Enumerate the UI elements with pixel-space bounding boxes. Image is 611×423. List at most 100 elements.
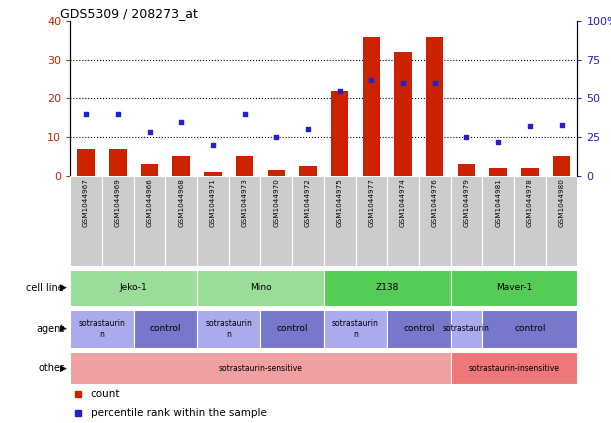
Bar bbox=[70, 352, 450, 384]
Text: control: control bbox=[276, 324, 308, 333]
Bar bbox=[134, 176, 166, 266]
Text: percentile rank within the sample: percentile rank within the sample bbox=[90, 409, 266, 418]
Bar bbox=[229, 176, 260, 266]
Text: Z138: Z138 bbox=[376, 283, 399, 292]
Bar bbox=[489, 168, 507, 176]
Bar bbox=[260, 176, 292, 266]
Text: ▶: ▶ bbox=[60, 363, 67, 373]
Bar bbox=[70, 176, 102, 266]
Bar bbox=[387, 176, 419, 266]
Point bbox=[430, 80, 440, 86]
Bar bbox=[451, 310, 482, 348]
Text: GSM1044978: GSM1044978 bbox=[527, 178, 533, 227]
Bar bbox=[521, 168, 538, 176]
Point bbox=[271, 134, 281, 140]
Point bbox=[557, 121, 566, 128]
Bar bbox=[324, 310, 387, 348]
Bar bbox=[134, 310, 197, 348]
Text: ▶: ▶ bbox=[60, 283, 67, 292]
Text: count: count bbox=[90, 390, 120, 399]
Bar bbox=[166, 176, 197, 266]
Text: GSM1044974: GSM1044974 bbox=[400, 178, 406, 227]
Point bbox=[367, 77, 376, 83]
Point bbox=[493, 138, 503, 145]
Bar bbox=[331, 91, 348, 176]
Bar bbox=[109, 148, 126, 176]
Point bbox=[525, 123, 535, 129]
Point bbox=[398, 80, 408, 86]
Point bbox=[145, 129, 155, 136]
Bar bbox=[260, 310, 324, 348]
Text: sotrastaurin
n: sotrastaurin n bbox=[79, 319, 125, 338]
Text: other: other bbox=[38, 363, 64, 373]
Text: GSM1044966: GSM1044966 bbox=[147, 178, 153, 227]
Text: GSM1044967: GSM1044967 bbox=[83, 178, 89, 227]
Bar bbox=[458, 164, 475, 176]
Text: control: control bbox=[150, 324, 181, 333]
Text: cell line: cell line bbox=[26, 283, 64, 293]
Text: GSM1044968: GSM1044968 bbox=[178, 178, 184, 227]
Text: sotrastaurin
n: sotrastaurin n bbox=[332, 319, 379, 338]
Bar bbox=[356, 176, 387, 266]
Point bbox=[208, 141, 218, 148]
Text: Maver-1: Maver-1 bbox=[496, 283, 532, 292]
Bar bbox=[387, 310, 451, 348]
Text: Jeko-1: Jeko-1 bbox=[120, 283, 147, 292]
Bar bbox=[363, 37, 380, 176]
Text: GSM1044971: GSM1044971 bbox=[210, 178, 216, 227]
Text: GSM1044981: GSM1044981 bbox=[495, 178, 501, 227]
Point bbox=[113, 110, 123, 117]
Text: Mino: Mino bbox=[250, 283, 271, 292]
Bar bbox=[268, 170, 285, 176]
Text: GSM1044977: GSM1044977 bbox=[368, 178, 375, 227]
Text: agent: agent bbox=[36, 324, 64, 334]
Text: GSM1044973: GSM1044973 bbox=[241, 178, 247, 227]
Point bbox=[177, 118, 186, 125]
Text: sotrastaurin
n: sotrastaurin n bbox=[205, 319, 252, 338]
Bar bbox=[299, 166, 316, 176]
Bar bbox=[482, 310, 577, 348]
Bar bbox=[419, 176, 451, 266]
Bar bbox=[324, 270, 450, 305]
Bar bbox=[172, 156, 190, 176]
Bar bbox=[236, 156, 254, 176]
Bar bbox=[70, 310, 134, 348]
Point bbox=[81, 110, 91, 117]
Bar bbox=[426, 37, 444, 176]
Bar bbox=[204, 172, 222, 176]
Text: ▶: ▶ bbox=[60, 324, 67, 333]
Text: GSM1044972: GSM1044972 bbox=[305, 178, 311, 227]
Bar bbox=[394, 52, 412, 176]
Point bbox=[240, 110, 249, 117]
Bar bbox=[292, 176, 324, 266]
Point bbox=[303, 126, 313, 133]
Bar bbox=[546, 176, 577, 266]
Bar bbox=[514, 176, 546, 266]
Bar bbox=[451, 352, 577, 384]
Text: GSM1044970: GSM1044970 bbox=[273, 178, 279, 227]
Text: control: control bbox=[403, 324, 434, 333]
Bar bbox=[482, 176, 514, 266]
Text: GSM1044980: GSM1044980 bbox=[558, 178, 565, 227]
Bar bbox=[197, 310, 260, 348]
Text: GDS5309 / 208273_at: GDS5309 / 208273_at bbox=[60, 7, 198, 20]
Bar bbox=[78, 148, 95, 176]
Text: sotrastaurin: sotrastaurin bbox=[443, 324, 490, 333]
Bar bbox=[451, 270, 577, 305]
Text: control: control bbox=[514, 324, 546, 333]
Text: GSM1044976: GSM1044976 bbox=[432, 178, 437, 227]
Text: GSM1044975: GSM1044975 bbox=[337, 178, 343, 227]
Bar bbox=[324, 176, 356, 266]
Bar bbox=[553, 156, 570, 176]
Bar bbox=[141, 164, 158, 176]
Bar bbox=[102, 176, 134, 266]
Text: GSM1044969: GSM1044969 bbox=[115, 178, 121, 227]
Bar bbox=[70, 270, 197, 305]
Text: sotrastaurin-sensitive: sotrastaurin-sensitive bbox=[219, 363, 302, 373]
Bar bbox=[197, 176, 229, 266]
Point bbox=[335, 87, 345, 94]
Bar bbox=[451, 176, 482, 266]
Point bbox=[461, 134, 471, 140]
Bar bbox=[197, 270, 324, 305]
Text: GSM1044979: GSM1044979 bbox=[464, 178, 469, 227]
